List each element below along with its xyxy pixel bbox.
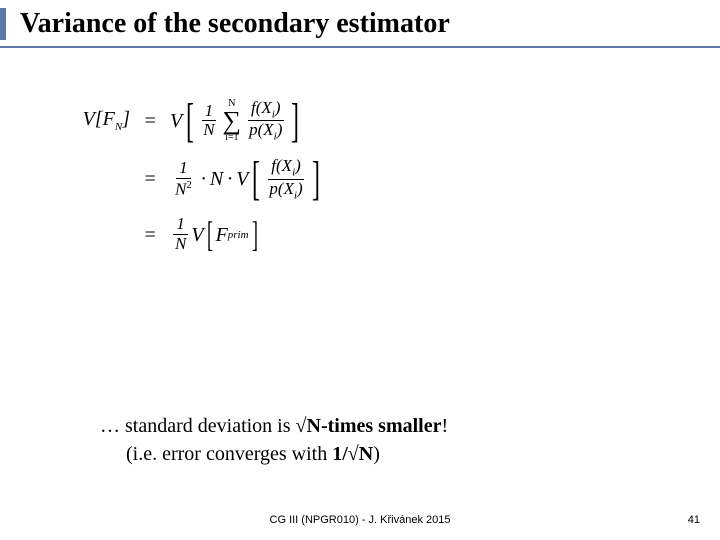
eq2-rhs: 1 N2 · N · V [ f(Xi) p(Xi) ] [170, 157, 324, 201]
equals-sign: = [130, 168, 170, 190]
eq1-lhs: V[FN] [60, 108, 130, 133]
conclusion-line-2: (i.e. error converges with 1/√N) [100, 440, 448, 468]
equals-sign: = [130, 224, 170, 246]
equation-row-1: V[FN] = V [ 1 N N ∑ i=1 f(Xi) p(Xi) [60, 98, 720, 143]
slide: Variance of the secondary estimator V[FN… [0, 0, 720, 540]
title-accent [0, 8, 6, 40]
title-bar: Variance of the secondary estimator [0, 0, 720, 48]
slide-title: Variance of the secondary estimator [14, 8, 720, 40]
equals-sign: = [130, 110, 170, 132]
eq1-rhs: V [ 1 N N ∑ i=1 f(Xi) p(Xi) ] [170, 98, 303, 143]
equation-row-3: = 1 N V [ Fprim ] [60, 215, 720, 253]
conclusion-text: … standard deviation is √N-times smaller… [100, 412, 448, 468]
conclusion-line-1: … standard deviation is √N-times smaller… [100, 412, 448, 440]
footer-text: CG III (NPGR010) - J. Křivánek 2015 [0, 514, 720, 526]
eq3-rhs: 1 N V [ Fprim ] [170, 215, 261, 253]
equation-row-2: = 1 N2 · N · V [ f(Xi) p(Xi) ] [60, 157, 720, 201]
equation-block: V[FN] = V [ 1 N N ∑ i=1 f(Xi) p(Xi) [60, 98, 720, 254]
page-number: 41 [688, 514, 700, 526]
